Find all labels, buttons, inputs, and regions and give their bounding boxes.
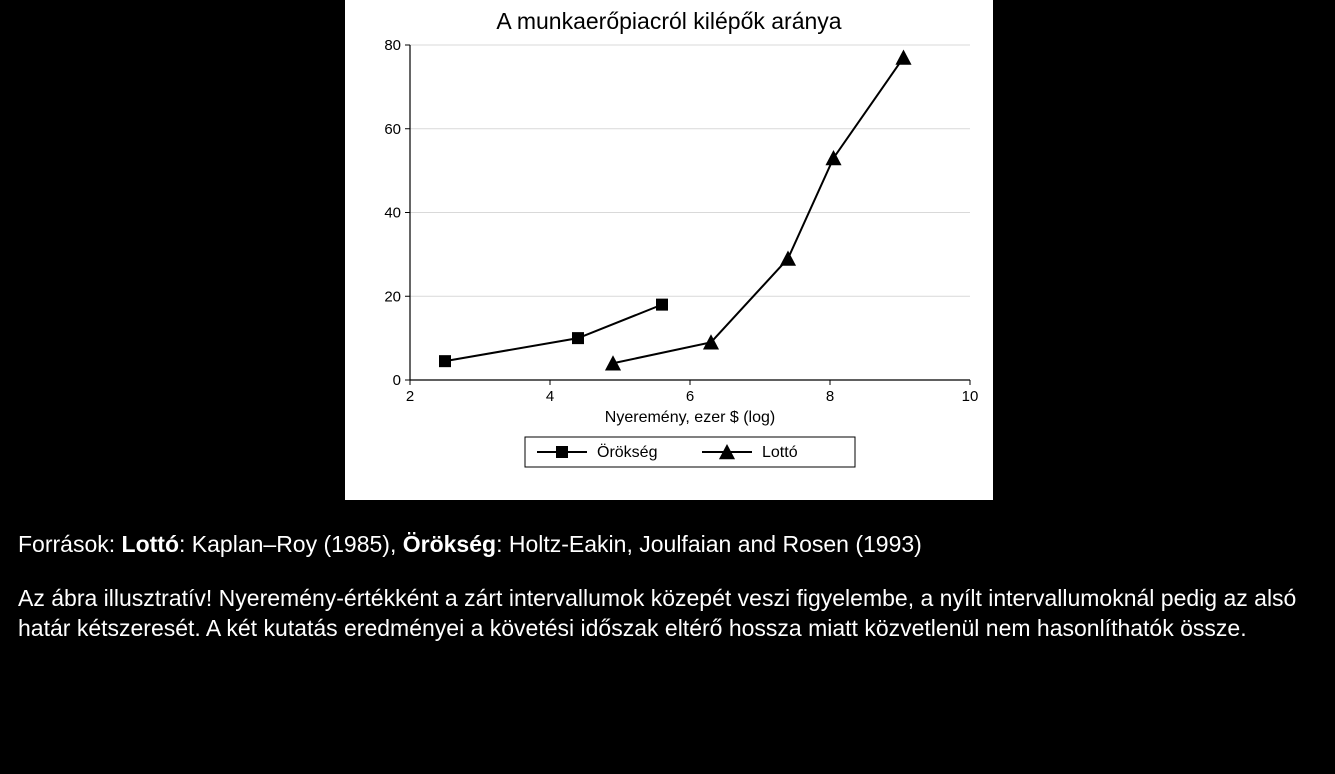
caption-source-part-2: Örökség <box>403 531 496 557</box>
caption-source-part-0: Lottó <box>122 531 179 557</box>
caption-source-part-1: : Kaplan–Roy (1985), <box>179 531 403 557</box>
svg-text:60: 60 <box>384 121 401 138</box>
svg-text:40: 40 <box>384 205 401 222</box>
caption-block: Források: Lottó: Kaplan–Roy (1985), Örök… <box>18 530 1305 668</box>
svg-text:4: 4 <box>546 388 554 405</box>
svg-text:Lottó: Lottó <box>762 444 798 461</box>
svg-text:2: 2 <box>406 388 414 405</box>
chart-svg: 0 20 40 60 80 2 4 6 8 10 Nyeremény, ezer $ (log) Ör… <box>345 0 993 500</box>
caption-sources: Források: Lottó: Kaplan–Roy (1985), Örök… <box>18 530 1305 560</box>
svg-text:0: 0 <box>393 372 401 389</box>
svg-text:Örökség: Örökség <box>597 443 657 461</box>
svg-text:8: 8 <box>826 388 834 405</box>
svg-text:80: 80 <box>384 37 401 54</box>
svg-text:6: 6 <box>686 388 694 405</box>
svg-text:Nyeremény, ezer $ (log): Nyeremény, ezer $ (log) <box>605 409 775 426</box>
caption-source-prefix: Források: <box>18 531 122 557</box>
svg-text:10: 10 <box>962 388 979 405</box>
figure-root: A munkaerőpiacról kilépők aránya 0204060… <box>0 0 1335 774</box>
svg-text:20: 20 <box>384 288 401 305</box>
chart-panel: A munkaerőpiacról kilépők aránya 0204060… <box>345 0 993 500</box>
caption-source-part-3: : Holtz-Eakin, Joulfaian and Rosen (1993… <box>496 531 922 557</box>
caption-note: Az ábra illusztratív! Nyeremény-értékkén… <box>18 584 1305 644</box>
